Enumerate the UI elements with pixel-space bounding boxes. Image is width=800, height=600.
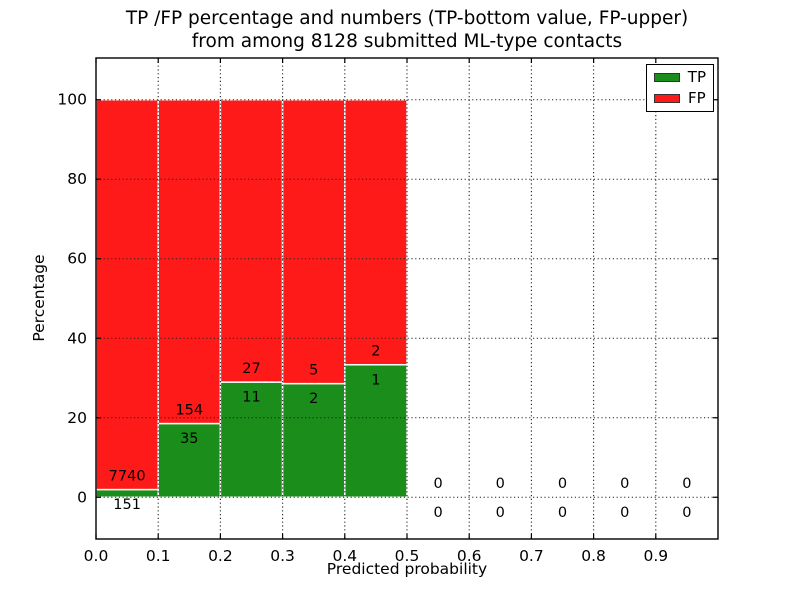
fp-count-label: 0 xyxy=(682,476,691,492)
y-axis-label: Percentage xyxy=(30,254,48,342)
fp-count-label: 0 xyxy=(496,476,505,492)
legend-entry-tp: TP xyxy=(654,70,706,85)
fp-count-label: 154 xyxy=(175,403,203,419)
tp-bar xyxy=(95,488,159,499)
tp-bar xyxy=(219,381,284,499)
bars-group xyxy=(95,98,408,499)
fp-count-label: 0 xyxy=(558,476,567,492)
tick-marks-group xyxy=(95,58,718,539)
legend-label-fp: FP xyxy=(688,89,706,107)
fp-bar xyxy=(281,98,346,385)
y-tick-label: 20 xyxy=(67,409,87,427)
tp-count-label: 11 xyxy=(242,390,260,406)
x-tick-label: 0.8 xyxy=(581,547,606,565)
legend: TP FP xyxy=(646,64,714,112)
tp-count-label: 0 xyxy=(558,505,567,521)
chart-title-line2: from among 8128 submitted ML-type contac… xyxy=(191,31,623,52)
chart-title: TP /FP percentage and numbers (TP-bottom… xyxy=(96,7,718,53)
y-tick-label: 60 xyxy=(67,250,87,268)
tp-count-label: 1 xyxy=(371,372,380,388)
x-tick-label: 0.1 xyxy=(146,547,171,565)
legend-swatch-tp-icon xyxy=(654,73,680,82)
tp-count-label: 151 xyxy=(113,497,141,513)
tp-count-label: 0 xyxy=(433,505,442,521)
x-tick-label: 0.3 xyxy=(270,547,295,565)
y-tick-label: 40 xyxy=(67,329,87,347)
bar-count-labels-group: 7740 151 154 35 27 11 5 2 2 1 0 0 0 0 0 0 0 0 0 0 xyxy=(109,344,692,521)
fp-count-label: 0 xyxy=(620,476,629,492)
tp-count-label: 35 xyxy=(180,431,198,447)
fp-bar xyxy=(344,98,408,366)
x-tick-label: 0.5 xyxy=(395,547,420,565)
y-tick-label: 100 xyxy=(57,91,87,109)
tp-count-label: 2 xyxy=(309,391,318,407)
fp-count-label: 7740 xyxy=(109,469,146,485)
y-tick-label: 80 xyxy=(67,170,87,188)
x-tick-label: 0.2 xyxy=(208,547,233,565)
x-tick-label: 0.7 xyxy=(519,547,544,565)
fp-bar xyxy=(95,98,159,491)
legend-swatch-fp-icon xyxy=(654,94,680,103)
fp-count-label: 0 xyxy=(433,476,442,492)
x-tick-label: 0.4 xyxy=(332,547,357,565)
x-tick-label: 0.6 xyxy=(457,547,482,565)
legend-entry-fp: FP xyxy=(654,91,706,106)
fp-count-label: 27 xyxy=(242,361,260,377)
fp-count-label: 2 xyxy=(371,344,380,360)
fp-count-label: 5 xyxy=(309,363,318,379)
tp-count-label: 0 xyxy=(620,505,629,521)
tp-bar xyxy=(281,382,346,499)
tp-bar xyxy=(344,364,408,499)
tp-count-label: 0 xyxy=(496,505,505,521)
x-axis-label: Predicted probability xyxy=(326,560,488,578)
x-tick-label: 0.9 xyxy=(643,547,668,565)
x-tick-label: 0.0 xyxy=(84,547,109,565)
grid-group xyxy=(96,58,718,539)
fp-bar xyxy=(157,98,222,425)
y-tick-label: 0 xyxy=(77,488,87,506)
chart-title-line1: TP /FP percentage and numbers (TP-bottom… xyxy=(125,8,689,29)
legend-label-tp: TP xyxy=(687,68,706,86)
tp-count-label: 0 xyxy=(682,505,691,521)
fp-bar xyxy=(219,98,284,383)
tick-labels-group: 0.0 0.1 0.2 0.3 0.4 0.5 0.6 0.7 0.8 0.90204060801… xyxy=(57,91,668,565)
